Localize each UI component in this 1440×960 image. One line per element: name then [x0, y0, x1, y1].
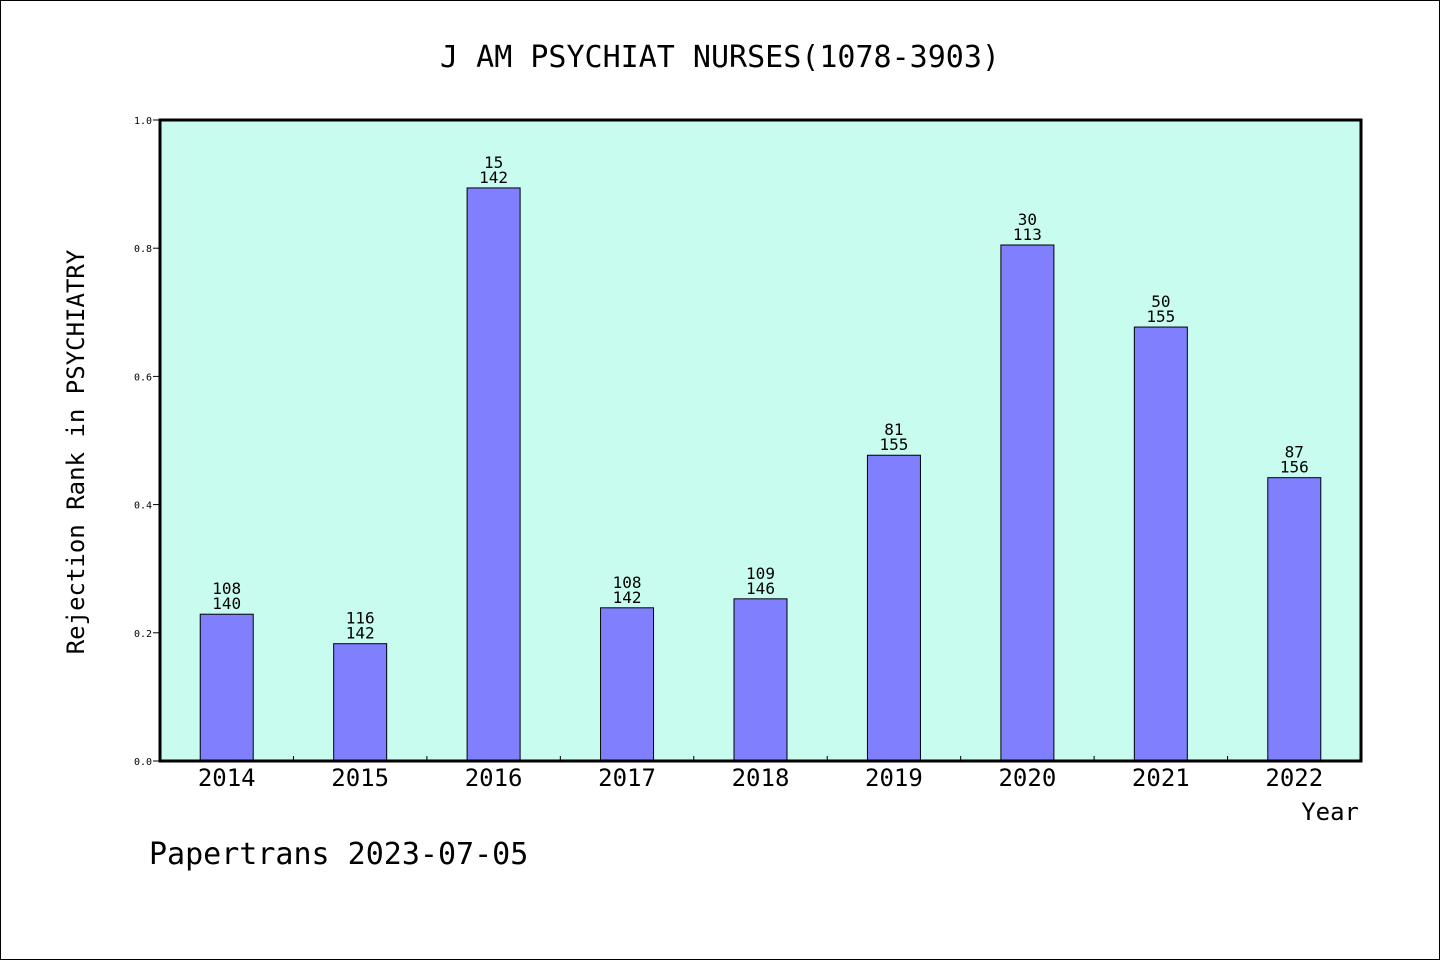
x-tick-label: 2014 — [198, 764, 256, 792]
y-tick-label: 0.0 — [134, 757, 152, 768]
bar-label-bottom: 142 — [346, 624, 375, 643]
y-tick-label: 0.6 — [134, 372, 152, 383]
bar-label-bottom: 155 — [879, 435, 908, 454]
bars-group: 1081401161421514210814210914681155301135… — [199, 153, 1322, 762]
x-axis-label: Year — [1301, 798, 1359, 826]
bar-2020 — [1000, 244, 1055, 762]
bar-label-top: 50 — [1151, 292, 1170, 311]
bar-2016 — [466, 187, 521, 762]
bar-label-top: 15 — [484, 153, 503, 172]
bar-2019 — [866, 454, 921, 762]
x-tick-label: 2021 — [1132, 764, 1190, 792]
bar-2022 — [1267, 477, 1322, 762]
bar-2017 — [600, 607, 655, 762]
bar-label-bottom: 146 — [746, 579, 775, 598]
bar-label-top: 81 — [884, 420, 903, 439]
bar-label-bottom: 142 — [479, 168, 508, 187]
x-tick-label: 2015 — [331, 764, 389, 792]
bar-label-bottom: 142 — [613, 588, 642, 607]
bar-2015 — [333, 643, 388, 762]
y-tick-label: 0.2 — [134, 629, 152, 640]
bar-2018 — [733, 598, 788, 762]
x-tick-label: 2020 — [998, 764, 1056, 792]
x-axis: 2014 2015 2016 2017 2018 2019 2020 2021 2022 — [198, 756, 1323, 792]
footer-credit: Papertrans 2023-07-05 — [149, 837, 528, 872]
chart-title: J AM PSYCHIAT NURSES(1078-3903) — [440, 40, 1000, 75]
x-tick-label: 2018 — [732, 764, 790, 792]
y-tick-label: 0.8 — [134, 244, 152, 255]
bar-label-top: 109 — [746, 564, 775, 583]
y-axis-label: Rejection Rank in PSYCHIATRY — [62, 249, 90, 654]
bar-label-bottom: 140 — [212, 594, 241, 613]
bar-label-top: 116 — [346, 609, 375, 628]
y-axis: 0.0 0.2 0.4 0.6 0.8 1.0 — [134, 116, 160, 768]
bar-label-bottom: 155 — [1146, 307, 1175, 326]
bar-2014 — [199, 613, 254, 762]
x-tick-label: 2017 — [598, 764, 656, 792]
x-tick-label: 2022 — [1265, 764, 1323, 792]
plot-border — [158, 118, 1363, 763]
bar-2021 — [1133, 326, 1188, 762]
bar-label-bottom: 113 — [1013, 225, 1042, 244]
bar-label-top: 108 — [613, 573, 642, 592]
x-tick-label: 2019 — [865, 764, 923, 792]
bar-label-top: 30 — [1018, 210, 1037, 229]
bar-label-top: 87 — [1285, 443, 1304, 462]
y-tick-label: 1.0 — [134, 116, 152, 127]
bar-label-top: 108 — [212, 579, 241, 598]
x-tick-label: 2016 — [465, 764, 523, 792]
bar-label-bottom: 156 — [1280, 458, 1309, 477]
y-tick-label: 0.4 — [134, 501, 152, 512]
